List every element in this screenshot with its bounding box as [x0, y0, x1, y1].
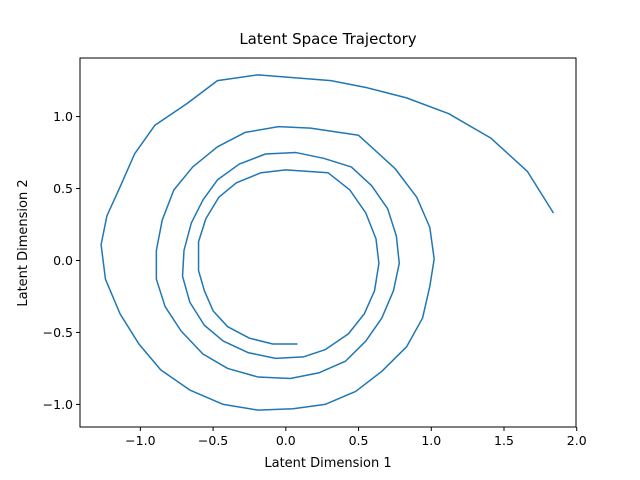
x-tick-label: 1.5 [494, 433, 514, 448]
x-axis-label: Latent Dimension 1 [264, 456, 391, 471]
x-tick-label: −1.0 [125, 433, 155, 448]
x-tick-label: −0.5 [198, 433, 228, 448]
chart-title: Latent Space Trajectory [239, 30, 416, 48]
y-axis-label: Latent Dimension 2 [16, 179, 31, 306]
plot-frame [79, 57, 577, 428]
x-tick-label: 0.0 [276, 433, 296, 448]
x-tick-label: 1.0 [421, 433, 441, 448]
y-tick-label: 0.0 [53, 253, 73, 268]
x-tick-label: 2.0 [567, 433, 587, 448]
trajectory-line [100, 74, 555, 411]
y-tick-label: −0.5 [43, 325, 73, 340]
y-tick-label: 0.5 [53, 181, 73, 196]
x-tick-label: 0.5 [349, 433, 369, 448]
y-tick-label: −1.0 [43, 397, 73, 412]
y-tick-label: 1.0 [53, 109, 73, 124]
